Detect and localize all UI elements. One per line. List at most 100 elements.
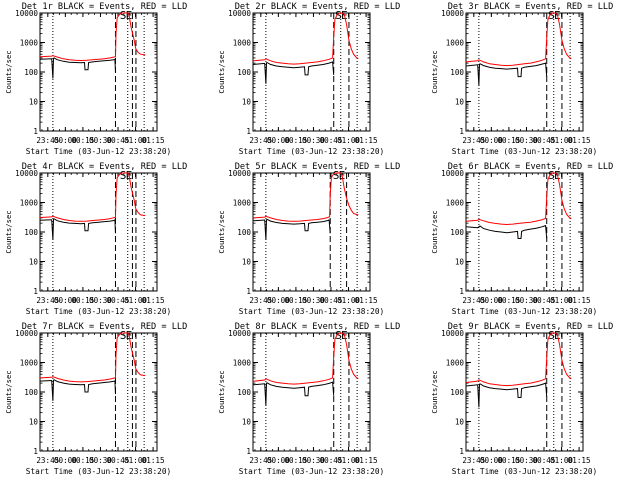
x-tick-label: 00:30 xyxy=(302,456,325,465)
y-tick-label: 100 xyxy=(24,228,38,237)
x-tick-label: 00:30 xyxy=(302,296,325,305)
panel-det-5r: Det 5r BLACK = Events, RED = LLD 1 10 100 10… xyxy=(217,162,400,316)
y-tick-label: 10000 xyxy=(228,9,251,18)
x-tick-label: 01:15 xyxy=(568,296,591,305)
series-events-line xyxy=(466,224,548,239)
x-tick-label: 00:15 xyxy=(71,296,94,305)
x-tick-label: 01:00 xyxy=(337,456,360,465)
plot-frame xyxy=(252,332,371,452)
x-tick-label: 23:45 xyxy=(36,136,59,145)
x-tick-label: 00:00 xyxy=(480,296,503,305)
x-axis-label: Start Time (03-Jun-12 23:38:20) xyxy=(239,467,385,476)
x-tick-label: 00:30 xyxy=(89,136,112,145)
x-tick-label: 00:45 xyxy=(533,296,556,305)
y-tick-label: 1000 xyxy=(446,39,465,48)
x-tick-label: 00:00 xyxy=(480,136,503,145)
panel-det-4r: Det 4r BLACK = Events, RED = LLD 1 10 100 10… xyxy=(4,162,187,316)
series-lld-line xyxy=(40,12,146,62)
y-tick-label: 10 xyxy=(455,258,465,267)
y-tick-label: 100 xyxy=(24,388,38,397)
y-tick-label: 100 xyxy=(450,228,464,237)
x-tick-label: 00:45 xyxy=(320,296,343,305)
plot-frame xyxy=(252,172,371,292)
x-tick-label: 00:45 xyxy=(320,456,343,465)
x-tick-label: 00:30 xyxy=(515,136,538,145)
marker-S: S xyxy=(548,169,555,182)
x-tick-label: 01:15 xyxy=(142,136,165,145)
y-tick-label: 1000 xyxy=(20,199,39,208)
x-tick-label: 00:45 xyxy=(320,136,343,145)
x-tick-label: 00:00 xyxy=(267,296,290,305)
x-tick-label: 00:15 xyxy=(497,456,520,465)
plot-frame xyxy=(252,12,371,132)
x-tick-label: 23:45 xyxy=(249,456,272,465)
y-axis-label: Counts/sec xyxy=(430,50,439,93)
series-events-line xyxy=(40,218,116,240)
series-events-line xyxy=(40,57,116,79)
x-tick-label: 01:15 xyxy=(355,296,378,305)
y-tick-label: 1 xyxy=(246,447,251,456)
y-tick-label: 1000 xyxy=(446,359,465,368)
x-tick-label: 00:45 xyxy=(533,456,556,465)
x-tick-label: 01:00 xyxy=(124,456,147,465)
x-tick-label: 23:45 xyxy=(462,296,485,305)
x-axis-label: Start Time (03-Jun-12 23:38:20) xyxy=(26,307,172,316)
y-axis-label: Counts/sec xyxy=(430,370,439,413)
series-lld-line xyxy=(466,12,572,67)
x-tick-label: 01:00 xyxy=(550,456,573,465)
series-lld-line xyxy=(253,12,359,65)
y-axis-label: Counts/sec xyxy=(4,210,13,253)
y-axis-label: Counts/sec xyxy=(217,370,226,413)
x-tick-label: 00:00 xyxy=(54,136,77,145)
y-tick-label: 100 xyxy=(450,388,464,397)
series-events-line xyxy=(253,218,331,240)
panel-det-6r: Det 6r BLACK = Events, RED = LLD 1 10 100 10… xyxy=(430,162,613,316)
y-tick-label: 1 xyxy=(459,447,464,456)
x-tick-label: 23:45 xyxy=(36,456,59,465)
panel-title: Det 9r BLACK = Events, RED = LLD xyxy=(448,322,614,332)
y-tick-label: 10000 xyxy=(441,9,464,18)
y-tick-label: 1000 xyxy=(233,39,252,48)
y-tick-label: 1 xyxy=(246,127,251,136)
x-tick-label: 23:45 xyxy=(249,136,272,145)
x-axis-label: Start Time (03-Jun-12 23:38:20) xyxy=(239,307,385,316)
y-tick-label: 1 xyxy=(459,287,464,296)
x-tick-label: 01:15 xyxy=(142,296,165,305)
x-tick-label: 01:15 xyxy=(355,456,378,465)
y-tick-label: 1 xyxy=(33,447,38,456)
x-tick-label: 00:15 xyxy=(71,136,94,145)
x-tick-label: 01:15 xyxy=(355,136,378,145)
series-events-line xyxy=(253,381,335,406)
x-tick-label: 01:00 xyxy=(550,296,573,305)
x-tick-label: 00:15 xyxy=(284,456,307,465)
series-events-line xyxy=(466,382,548,408)
y-tick-label: 100 xyxy=(450,68,464,77)
x-axis-label: Start Time (03-Jun-12 23:38:20) xyxy=(452,307,598,316)
series-lld-line xyxy=(40,172,146,222)
x-tick-label: 01:00 xyxy=(124,136,147,145)
series-events-line xyxy=(40,379,116,401)
plot-frame xyxy=(465,12,584,132)
plot-frame xyxy=(465,172,584,292)
x-tick-label: 23:45 xyxy=(462,456,485,465)
panel-title: Det 3r BLACK = Events, RED = LLD xyxy=(448,2,614,12)
y-tick-label: 1000 xyxy=(446,199,465,208)
x-tick-label: 00:00 xyxy=(54,456,77,465)
y-tick-label: 10 xyxy=(455,418,465,427)
y-tick-label: 10 xyxy=(455,98,465,107)
y-tick-label: 100 xyxy=(237,68,251,77)
x-tick-label: 00:45 xyxy=(107,136,130,145)
x-tick-label: 00:15 xyxy=(497,136,520,145)
x-axis-label: Start Time (03-Jun-12 23:38:20) xyxy=(26,147,172,156)
x-tick-label: 00:30 xyxy=(515,296,538,305)
x-tick-label: 01:15 xyxy=(568,456,591,465)
plot-frame xyxy=(39,12,158,132)
x-tick-label: 00:00 xyxy=(267,136,290,145)
x-tick-label: 23:45 xyxy=(249,296,272,305)
y-tick-label: 100 xyxy=(237,388,251,397)
marker-S: S xyxy=(548,329,555,342)
panel-title: Det 8r BLACK = Events, RED = LLD xyxy=(235,322,401,332)
x-tick-label: 00:15 xyxy=(71,456,94,465)
